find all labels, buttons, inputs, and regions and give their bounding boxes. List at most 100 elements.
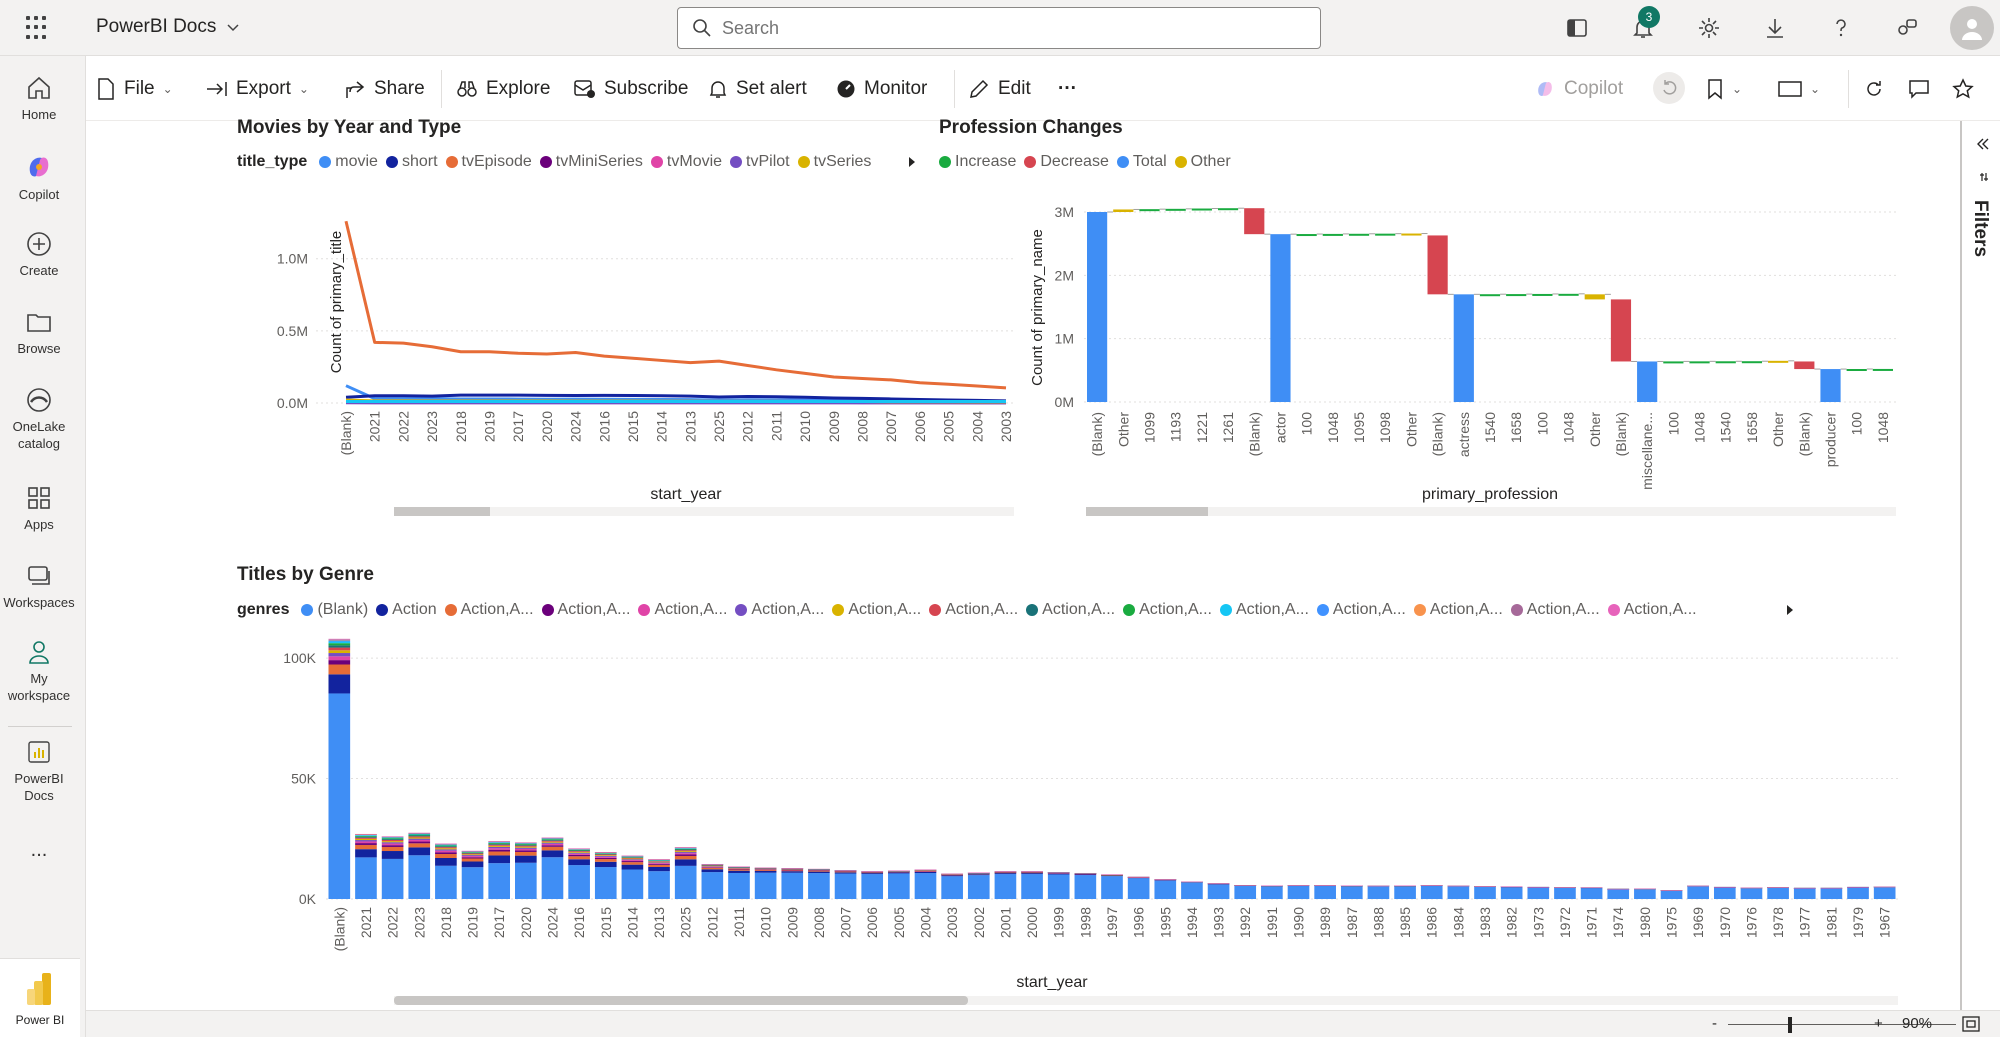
stacked-bar-segment[interactable] <box>861 873 883 874</box>
waterfall-bar-total[interactable] <box>1637 361 1657 402</box>
stacked-bar-segment[interactable] <box>1075 875 1097 899</box>
stacked-bar-segment[interactable] <box>595 859 617 862</box>
stacked-bar-segment[interactable] <box>648 867 670 871</box>
stacked-bar-segment[interactable] <box>542 857 564 899</box>
stacked-bar-segment[interactable] <box>755 871 777 873</box>
stacked-bar-segment[interactable] <box>382 841 404 842</box>
stacked-bar-segment[interactable] <box>1581 888 1603 899</box>
stacked-bar-segment[interactable] <box>995 873 1017 874</box>
stacked-bar-segment[interactable] <box>355 835 377 836</box>
stacked-bar-segment[interactable] <box>702 869 724 872</box>
help-icon[interactable] <box>1826 13 1856 43</box>
stacked-bar-segment[interactable] <box>1368 886 1390 887</box>
stacked-bar-segment[interactable] <box>435 846 457 847</box>
stacked-bar-segment[interactable] <box>1527 887 1549 888</box>
waterfall-bar-other[interactable] <box>1401 234 1421 236</box>
stacked-bar-segment[interactable] <box>542 842 564 843</box>
stacked-bar-segment[interactable] <box>329 656 351 660</box>
waterfall-bar-increase[interactable] <box>1847 369 1867 371</box>
stacked-bar-segment[interactable] <box>702 868 724 869</box>
stacked-bar-segment[interactable] <box>888 871 910 872</box>
stacked-bar-segment[interactable] <box>1661 891 1683 899</box>
stacked-bar-segment[interactable] <box>781 873 803 899</box>
stacked-bar-segment[interactable] <box>515 852 537 856</box>
legend-item[interactable]: short <box>386 153 438 171</box>
stacked-bar-segment[interactable] <box>675 852 697 853</box>
stacked-bar-segment[interactable] <box>329 664 351 674</box>
stacked-bar-segment[interactable] <box>408 839 430 840</box>
stacked-bar-segment[interactable] <box>542 838 564 839</box>
stacked-bar-segment[interactable] <box>355 843 377 845</box>
stacked-bar-segment[interactable] <box>329 643 351 645</box>
stacked-bar-segment[interactable] <box>1554 887 1576 888</box>
stacked-bar-segment[interactable] <box>382 844 404 846</box>
stacked-bar-segment[interactable] <box>488 844 510 845</box>
stacked-bar-segment[interactable] <box>435 854 457 858</box>
stacked-bar-segment[interactable] <box>462 854 484 855</box>
stacked-bar-segment[interactable] <box>1607 889 1629 890</box>
stacked-bar-segment[interactable] <box>702 867 724 868</box>
waterfall-bar-increase[interactable] <box>1166 209 1186 211</box>
stacked-bar-segment[interactable] <box>648 862 670 863</box>
waterfall-bar-total[interactable] <box>1087 212 1107 402</box>
legend-item[interactable]: Action,A... <box>638 601 727 619</box>
stacked-bar-segment[interactable] <box>382 840 404 841</box>
stacked-bar-segment[interactable] <box>1687 886 1709 899</box>
stacked-bar-segment[interactable] <box>408 843 430 847</box>
stacked-bar-segment[interactable] <box>382 845 404 847</box>
legend-next-arrow-icon[interactable] <box>1784 603 1796 617</box>
stacked-bar-segment[interactable] <box>728 869 750 870</box>
stacked-bar-segment[interactable] <box>568 865 590 899</box>
stacked-bar-segment[interactable] <box>462 853 484 854</box>
stacked-bar-segment[interactable] <box>1021 874 1043 899</box>
stacked-bar-segment[interactable] <box>968 873 990 874</box>
waterfall-bar-other[interactable] <box>1768 361 1788 363</box>
waterfall-bar-increase[interactable] <box>1689 361 1709 363</box>
scrollbar-thumb[interactable] <box>394 507 490 516</box>
stacked-bar-segment[interactable] <box>1661 890 1683 891</box>
stacked-bar-segment[interactable] <box>1741 888 1763 899</box>
waterfall-bar-decrease[interactable] <box>1428 235 1448 294</box>
waterfall-bar-decrease[interactable] <box>1244 208 1264 234</box>
scrollbar-thumb[interactable] <box>394 996 968 1005</box>
stacked-bar-segment[interactable] <box>355 836 377 837</box>
stacked-bar-segment[interactable] <box>329 653 351 656</box>
waterfall-bar-increase[interactable] <box>1323 234 1343 236</box>
stacked-bar-segment[interactable] <box>462 859 484 862</box>
scrollbar-thumb[interactable] <box>1086 507 1208 516</box>
stacked-bar-segment[interactable] <box>542 850 564 857</box>
stacked-bar-segment[interactable] <box>1421 886 1443 899</box>
stacked-bar-segment[interactable] <box>1288 885 1310 886</box>
stacked-bar-segment[interactable] <box>329 650 351 653</box>
stacked-bar-segment[interactable] <box>1181 882 1203 899</box>
stacked-bar-segment[interactable] <box>568 848 590 849</box>
stacked-bar-segment[interactable] <box>488 847 510 848</box>
stacked-bar-segment[interactable] <box>728 866 750 867</box>
stacked-bar-segment[interactable] <box>622 858 644 859</box>
stacked-bar-segment[interactable] <box>1208 884 1230 899</box>
stacked-bar-segment[interactable] <box>462 867 484 899</box>
stacked-bar-segment[interactable] <box>1048 872 1070 873</box>
waterfall-bar-other[interactable] <box>1585 294 1605 299</box>
stacked-bar-segment[interactable] <box>1714 887 1736 888</box>
edit-button[interactable]: Edit <box>968 74 1031 104</box>
stacked-bar-segment[interactable] <box>1607 889 1629 899</box>
stacked-bar-segment[interactable] <box>515 849 537 850</box>
stacked-bar-segment[interactable] <box>382 836 404 837</box>
stacked-bar-segment[interactable] <box>1368 886 1390 899</box>
stacked-bar-segment[interactable] <box>1341 886 1363 887</box>
stacked-bar-segment[interactable] <box>648 863 670 864</box>
stacked-bar-segment[interactable] <box>1474 886 1496 887</box>
stacked-bar-segment[interactable] <box>1874 887 1896 888</box>
stacked-bar-segment[interactable] <box>329 693 351 899</box>
nav-apps[interactable]: Apps <box>0 484 78 533</box>
waterfall-bar-increase[interactable] <box>1218 208 1238 210</box>
stacked-bar-segment[interactable] <box>1634 889 1656 899</box>
stacked-bar-segment[interactable] <box>488 841 510 842</box>
stacked-bar-segment[interactable] <box>329 674 351 693</box>
stacked-bar-segment[interactable] <box>675 849 697 850</box>
set-alert-button[interactable]: Set alert <box>708 74 807 104</box>
powerbi-switcher[interactable]: Power BI <box>0 958 80 1038</box>
waterfall-bar-increase[interactable] <box>1873 369 1893 371</box>
legend-item[interactable]: Action,A... <box>1511 601 1600 619</box>
